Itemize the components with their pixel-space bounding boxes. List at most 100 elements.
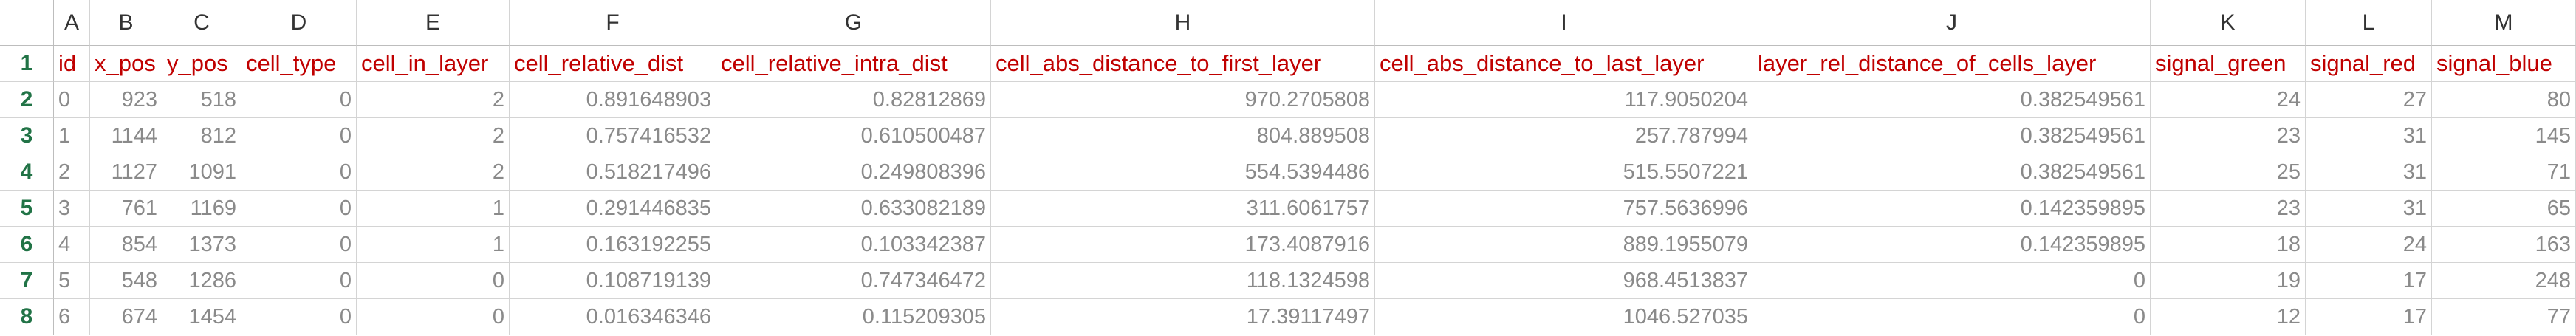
row-header[interactable]: 3 [0, 118, 54, 154]
data-cell[interactable]: 25 [2151, 154, 2306, 191]
data-cell[interactable]: 0.103342387 [716, 227, 991, 263]
data-cell[interactable]: 0.249808396 [716, 154, 991, 191]
column-header[interactable]: A [54, 0, 90, 46]
data-cell[interactable]: 31 [2306, 191, 2432, 227]
data-cell[interactable]: 0.382549561 [1753, 154, 2151, 191]
row-header[interactable]: 8 [0, 299, 54, 335]
data-cell[interactable]: 80 [2432, 82, 2576, 118]
data-cell[interactable]: 12 [2151, 299, 2306, 335]
data-cell[interactable]: 248 [2432, 263, 2576, 299]
data-cell[interactable]: 0.82812869 [716, 82, 991, 118]
header-cell[interactable]: cell_type [242, 46, 357, 82]
data-cell[interactable]: 17.39117497 [991, 299, 1375, 335]
data-cell[interactable]: 804.889508 [991, 118, 1375, 154]
data-cell[interactable]: 0.757416532 [510, 118, 716, 154]
data-cell[interactable]: 3 [54, 191, 90, 227]
data-cell[interactable]: 518 [162, 82, 242, 118]
data-cell[interactable]: 23 [2151, 191, 2306, 227]
column-header[interactable]: J [1753, 0, 2151, 46]
data-cell[interactable]: 23 [2151, 118, 2306, 154]
data-cell[interactable]: 2 [357, 154, 510, 191]
data-cell[interactable]: 1454 [162, 299, 242, 335]
data-cell[interactable]: 923 [90, 82, 162, 118]
header-cell[interactable]: layer_rel_distance_of_cells_layer [1753, 46, 2151, 82]
data-cell[interactable]: 0.382549561 [1753, 118, 2151, 154]
data-cell[interactable]: 0 [242, 191, 357, 227]
data-cell[interactable]: 0.115209305 [716, 299, 991, 335]
data-cell[interactable]: 1373 [162, 227, 242, 263]
header-cell[interactable]: signal_red [2306, 46, 2432, 82]
column-header[interactable]: L [2306, 0, 2432, 46]
data-cell[interactable]: 2 [54, 154, 90, 191]
data-cell[interactable]: 761 [90, 191, 162, 227]
data-cell[interactable]: 257.787994 [1375, 118, 1753, 154]
header-cell[interactable]: x_pos [90, 46, 162, 82]
column-header[interactable]: E [357, 0, 510, 46]
data-cell[interactable]: 0.142359895 [1753, 191, 2151, 227]
data-cell[interactable]: 1144 [90, 118, 162, 154]
data-cell[interactable]: 0 [357, 299, 510, 335]
data-cell[interactable]: 0.891648903 [510, 82, 716, 118]
header-cell[interactable]: cell_relative_intra_dist [716, 46, 991, 82]
data-cell[interactable]: 1091 [162, 154, 242, 191]
data-cell[interactable]: 4 [54, 227, 90, 263]
row-header[interactable]: 6 [0, 227, 54, 263]
data-cell[interactable]: 0.610500487 [716, 118, 991, 154]
data-cell[interactable]: 17 [2306, 299, 2432, 335]
column-header[interactable]: M [2432, 0, 2576, 46]
data-cell[interactable]: 0 [1753, 263, 2151, 299]
data-cell[interactable]: 548 [90, 263, 162, 299]
data-cell[interactable]: 0.016346346 [510, 299, 716, 335]
data-cell[interactable]: 515.5507221 [1375, 154, 1753, 191]
data-cell[interactable]: 1046.527035 [1375, 299, 1753, 335]
data-cell[interactable]: 27 [2306, 82, 2432, 118]
data-cell[interactable]: 0 [242, 227, 357, 263]
header-cell[interactable]: signal_green [2151, 46, 2306, 82]
header-cell[interactable]: cell_in_layer [357, 46, 510, 82]
column-header[interactable]: H [991, 0, 1375, 46]
data-cell[interactable]: 1286 [162, 263, 242, 299]
data-cell[interactable]: 0 [242, 82, 357, 118]
data-cell[interactable]: 1 [357, 191, 510, 227]
data-cell[interactable]: 812 [162, 118, 242, 154]
data-cell[interactable]: 2 [357, 118, 510, 154]
column-header[interactable]: K [2151, 0, 2306, 46]
data-cell[interactable]: 18 [2151, 227, 2306, 263]
data-cell[interactable]: 19 [2151, 263, 2306, 299]
header-cell[interactable]: id [54, 46, 90, 82]
data-cell[interactable]: 854 [90, 227, 162, 263]
data-cell[interactable]: 1 [357, 227, 510, 263]
data-cell[interactable]: 0 [54, 82, 90, 118]
data-cell[interactable]: 0 [242, 154, 357, 191]
data-cell[interactable]: 968.4513837 [1375, 263, 1753, 299]
data-cell[interactable]: 173.4087916 [991, 227, 1375, 263]
data-cell[interactable]: 17 [2306, 263, 2432, 299]
data-cell[interactable]: 0 [1753, 299, 2151, 335]
data-cell[interactable]: 311.6061757 [991, 191, 1375, 227]
column-header[interactable]: F [510, 0, 716, 46]
column-header[interactable]: B [90, 0, 162, 46]
data-cell[interactable]: 71 [2432, 154, 2576, 191]
data-cell[interactable]: 24 [2151, 82, 2306, 118]
row-header[interactable]: 2 [0, 82, 54, 118]
data-cell[interactable]: 757.5636996 [1375, 191, 1753, 227]
data-cell[interactable]: 0.518217496 [510, 154, 716, 191]
header-cell[interactable]: cell_relative_dist [510, 46, 716, 82]
data-cell[interactable]: 118.1324598 [991, 263, 1375, 299]
column-header[interactable]: C [162, 0, 242, 46]
header-cell[interactable]: cell_abs_distance_to_first_layer [991, 46, 1375, 82]
data-cell[interactable]: 0 [242, 299, 357, 335]
column-header[interactable]: G [716, 0, 991, 46]
data-cell[interactable]: 77 [2432, 299, 2576, 335]
data-cell[interactable]: 0.108719139 [510, 263, 716, 299]
data-cell[interactable]: 0.633082189 [716, 191, 991, 227]
data-cell[interactable]: 0.747346472 [716, 263, 991, 299]
data-cell[interactable]: 889.1955079 [1375, 227, 1753, 263]
data-cell[interactable]: 0.291446835 [510, 191, 716, 227]
data-cell[interactable]: 1 [54, 118, 90, 154]
data-cell[interactable]: 0.382549561 [1753, 82, 2151, 118]
data-cell[interactable]: 117.9050204 [1375, 82, 1753, 118]
data-cell[interactable]: 1169 [162, 191, 242, 227]
row-header[interactable]: 1 [0, 46, 54, 82]
data-cell[interactable]: 163 [2432, 227, 2576, 263]
